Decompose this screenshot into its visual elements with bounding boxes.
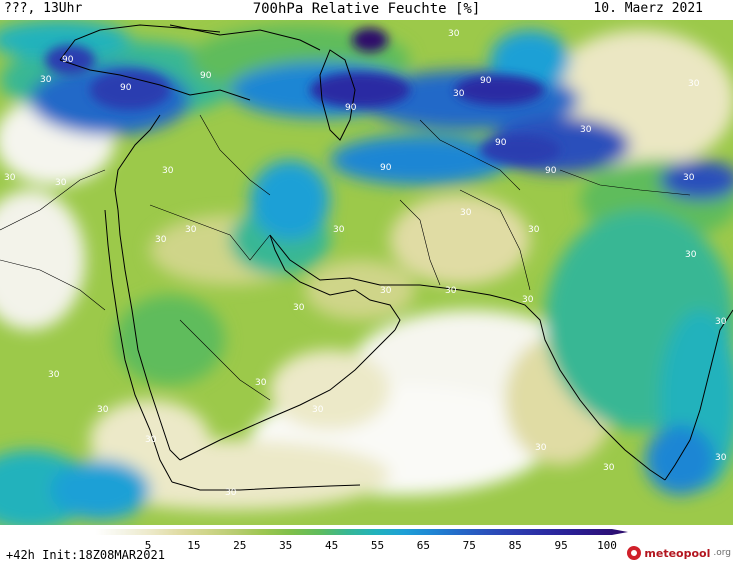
legend-tick-label: 65	[417, 539, 430, 552]
legend-tick-label: 5	[145, 539, 152, 552]
legend-colorbar	[95, 529, 628, 535]
contour-label: 30	[445, 286, 457, 296]
contour-label: 30	[580, 125, 592, 135]
contour-label: 30	[460, 208, 472, 218]
contour-label: 30	[685, 250, 697, 260]
contour-label: 30	[453, 89, 465, 99]
contour-label: 90	[480, 76, 492, 86]
contour-label: 90	[62, 55, 74, 65]
contour-label: 30	[97, 405, 109, 415]
contour-label: 30	[522, 295, 534, 305]
contour-label: 30	[155, 235, 167, 245]
legend-tick-label: 100	[597, 539, 617, 552]
legend-tick-label: 85	[509, 539, 522, 552]
contour-label: 90	[345, 103, 357, 113]
contour-label: 30	[312, 405, 324, 415]
logo-icon	[627, 546, 642, 560]
forecast-time-label: ???, 13Uhr	[4, 1, 83, 16]
legend-tick-label: 35	[279, 539, 292, 552]
legend-tick-label: 95	[554, 539, 567, 552]
contour-label: 30	[185, 225, 197, 235]
meteopool-logo[interactable]: meteopool .org	[627, 544, 731, 562]
contour-labels: 90 90 90 90 90 90 90 90 30 30 30 30 30 3…	[4, 29, 727, 498]
logo-name: meteopool	[644, 546, 711, 560]
legend-tick-label: 55	[371, 539, 384, 552]
contour-label: 30	[55, 178, 67, 188]
legend-tick-label: 15	[187, 539, 200, 552]
logo-tld: .org	[713, 548, 731, 558]
contour-label: 30	[225, 488, 237, 498]
contour-label: 30	[715, 317, 727, 327]
contour-label: 30	[603, 463, 615, 473]
contour-label: 90	[495, 138, 507, 148]
contour-label: 30	[48, 370, 60, 380]
humidity-map: 90 90 90 90 90 90 90 90 30 30 30 30 30 3…	[0, 20, 733, 525]
contour-label: 30	[293, 303, 305, 313]
map-title: 700hPa Relative Feuchte [%]	[252, 1, 481, 17]
contour-label: 30	[40, 75, 52, 85]
legend-tick-label: 45	[325, 539, 338, 552]
contour-label: 30	[145, 435, 157, 445]
contour-label: 90	[545, 166, 557, 176]
humidity-field	[0, 20, 733, 525]
contour-label: 30	[688, 79, 700, 89]
contour-label: 30	[255, 378, 267, 388]
contour-label: 30	[380, 286, 392, 296]
contour-label: 90	[120, 83, 132, 93]
init-time-label: +42h Init:18Z08MAR2021	[6, 548, 165, 562]
contour-label: 90	[200, 71, 212, 81]
contour-label: 30	[683, 173, 695, 183]
legend-tick-label: 25	[233, 539, 246, 552]
contour-label: 30	[333, 225, 345, 235]
contour-label: 90	[380, 163, 392, 173]
contour-label: 30	[448, 29, 460, 39]
forecast-date: 10. Maerz 2021	[593, 1, 703, 16]
contour-label: 30	[162, 166, 174, 176]
contour-label: 30	[535, 443, 547, 453]
legend-tick-label: 75	[463, 539, 476, 552]
contour-label: 30	[528, 225, 540, 235]
contour-label: 30	[4, 173, 16, 183]
coastlines-and-borders	[0, 24, 733, 491]
color-legend: 5 15 25 35 45 55 65 75 85 95 100	[95, 529, 628, 552]
contour-label: 30	[715, 453, 727, 463]
